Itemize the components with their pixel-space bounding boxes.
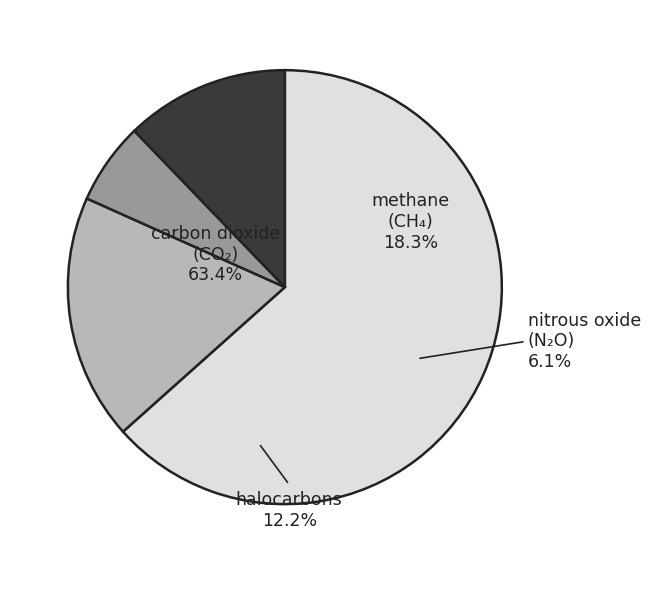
Wedge shape (123, 70, 502, 504)
Text: halocarbons
12.2%: halocarbons 12.2% (236, 491, 343, 530)
Text: methane
(CH₄)
18.3%: methane (CH₄) 18.3% (372, 193, 450, 252)
Wedge shape (87, 131, 285, 287)
Wedge shape (68, 198, 285, 432)
Text: nitrous oxide
(N₂O)
6.1%: nitrous oxide (N₂O) 6.1% (528, 312, 641, 371)
Wedge shape (135, 70, 285, 287)
Text: carbon dioxide
(CO₂)
63.4%: carbon dioxide (CO₂) 63.4% (151, 225, 280, 284)
